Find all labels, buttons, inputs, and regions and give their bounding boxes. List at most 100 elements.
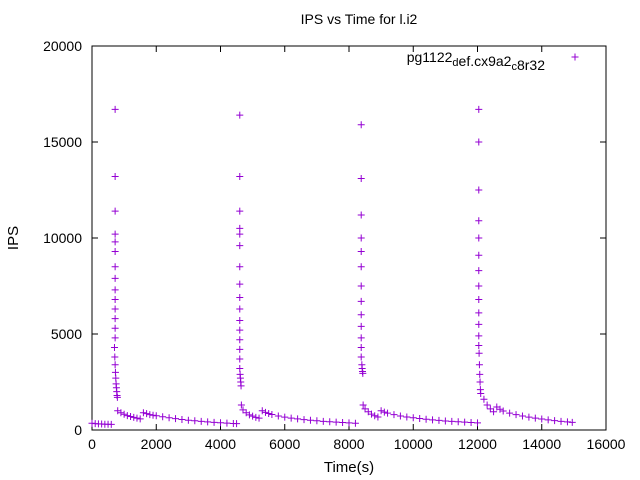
data-point	[123, 412, 131, 420]
data-point	[544, 416, 552, 424]
data-point	[236, 173, 244, 181]
data-point	[143, 410, 151, 418]
data-point	[191, 417, 199, 425]
data-point	[236, 317, 244, 325]
data-point	[422, 415, 430, 423]
y-tick-label: 10000	[43, 230, 82, 246]
data-point	[111, 173, 119, 181]
data-point	[357, 353, 365, 361]
data-point	[210, 418, 218, 426]
data-point	[568, 418, 576, 426]
data-point	[359, 369, 367, 377]
data-point	[396, 412, 404, 420]
data-point	[475, 282, 483, 290]
data-point	[111, 247, 119, 255]
data-point	[357, 297, 365, 305]
data-point	[441, 417, 449, 425]
data-point	[531, 414, 539, 422]
data-point	[245, 411, 253, 419]
data-point	[357, 174, 365, 182]
data-point	[454, 418, 462, 426]
data-point	[475, 267, 483, 275]
data-point	[313, 417, 321, 425]
data-point	[461, 418, 469, 426]
data-point	[377, 407, 385, 415]
data-point	[236, 336, 244, 344]
data-point	[274, 412, 282, 420]
data-point	[357, 322, 365, 330]
data-point	[236, 294, 244, 302]
data-point	[475, 251, 483, 259]
data-point	[236, 345, 244, 353]
data-point	[127, 413, 135, 421]
data-point	[111, 353, 119, 361]
data-point	[357, 211, 365, 219]
data-point	[236, 355, 244, 363]
data-point	[476, 370, 484, 378]
data-point	[306, 416, 314, 424]
data-point	[467, 419, 475, 427]
data-point	[236, 242, 244, 250]
data-point	[111, 286, 119, 294]
data-point	[120, 410, 128, 418]
data-point	[114, 407, 122, 415]
data-point	[496, 405, 504, 413]
data-point	[146, 411, 154, 419]
data-point	[111, 207, 119, 215]
data-point	[255, 414, 263, 422]
data-point	[268, 410, 276, 418]
data-point	[359, 401, 367, 409]
data-point	[475, 361, 483, 369]
data-point	[390, 411, 398, 419]
data-point	[409, 414, 417, 422]
data-point	[367, 410, 375, 418]
data-point	[111, 238, 119, 246]
x-tick-label: 0	[88, 436, 96, 452]
data-point	[236, 280, 244, 288]
data-point	[475, 217, 483, 225]
data-point	[357, 311, 365, 319]
x-tick-label: 16000	[587, 436, 626, 452]
data-point	[475, 186, 483, 194]
legend-marker	[571, 53, 579, 61]
y-axis-label: IPS	[5, 226, 22, 250]
data-point	[403, 413, 411, 421]
data-point	[475, 320, 483, 328]
data-point	[223, 419, 231, 427]
y-tick-label: 20000	[43, 38, 82, 54]
data-point	[184, 416, 192, 424]
data-point	[357, 121, 365, 129]
data-point	[111, 315, 119, 323]
x-tick-label: 14000	[522, 436, 561, 452]
data-point	[319, 417, 327, 425]
data-point	[357, 282, 365, 290]
data-point	[111, 324, 119, 332]
y-tick-label: 0	[74, 422, 82, 438]
data-point	[357, 263, 365, 271]
data-point	[111, 105, 119, 113]
data-point	[110, 343, 118, 351]
data-point	[326, 418, 334, 426]
data-point	[474, 419, 481, 427]
data-point	[339, 419, 347, 427]
data-point	[111, 334, 119, 342]
data-point	[261, 408, 269, 416]
data-point	[287, 414, 295, 422]
data-point	[416, 414, 424, 422]
data-point	[483, 401, 491, 409]
data-point	[133, 414, 141, 422]
data-point	[475, 295, 483, 303]
data-point	[149, 411, 157, 419]
data-point	[113, 393, 121, 401]
data-point	[480, 395, 488, 403]
data-point	[265, 409, 273, 417]
x-axis-label: Time(s)	[324, 459, 374, 476]
data-point	[499, 407, 507, 415]
data-point	[475, 309, 483, 317]
data-point	[239, 406, 247, 414]
data-point	[237, 382, 245, 390]
data-point	[139, 409, 147, 417]
data-point	[236, 326, 244, 334]
